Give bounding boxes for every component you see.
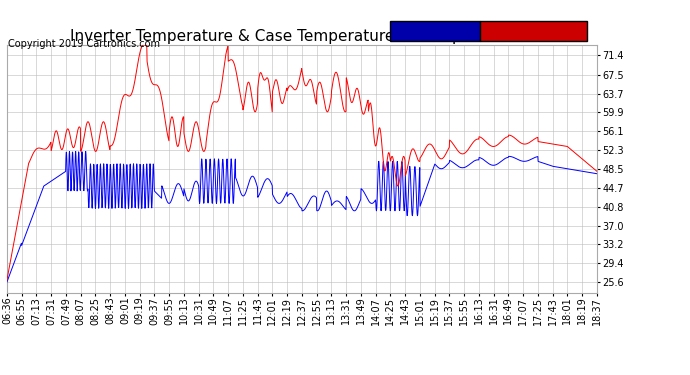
Text: Case  (°C): Case (°C) (395, 26, 458, 36)
Text: Inverter  (°C): Inverter (°C) (483, 26, 571, 36)
Text: Copyright 2019 Cartronics.com: Copyright 2019 Cartronics.com (8, 39, 160, 50)
Title: Inverter Temperature & Case Temperature Thu Sep 19 18:50: Inverter Temperature & Case Temperature … (70, 29, 534, 44)
